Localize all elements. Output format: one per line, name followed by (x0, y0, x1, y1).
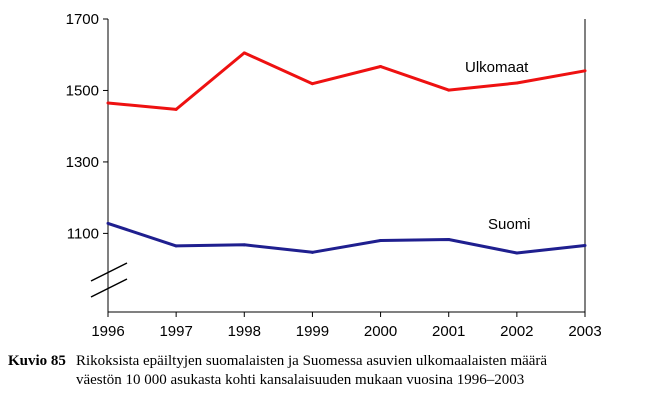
chart: 1700 1500 1300 1100 1996 1997 1998 1999 2000 200… (66, 11, 602, 340)
data-point-ulkomaat (379, 65, 383, 69)
caption-label: Kuvio 85 (8, 353, 66, 369)
x-axis-labels: 1996 1997 1998 1999 2000 2001 2002 2003 (91, 323, 601, 340)
data-point-suomi (583, 244, 587, 248)
data-point-suomi (310, 250, 314, 254)
y-tick-label: 1100 (67, 225, 99, 242)
series-lines (106, 51, 587, 255)
data-point-suomi (447, 237, 451, 241)
figure-caption: Kuvio 85 Rikoksista epäiltyjen suomalais… (8, 352, 658, 390)
x-axis-ticks (107, 312, 586, 317)
x-tick-label: 1999 (296, 323, 329, 340)
x-tick-label: 2002 (500, 323, 533, 340)
data-point-ulkomaat (515, 81, 519, 85)
x-tick-label: 2003 (568, 323, 601, 340)
axis-break-icon (90, 262, 128, 298)
data-point-suomi (515, 251, 519, 255)
data-point-suomi (242, 243, 246, 247)
data-point-suomi (106, 221, 110, 225)
y-axis-ticks (103, 18, 108, 234)
series-line-ulkomaat (107, 51, 586, 111)
series-label-suomi: Suomi (488, 216, 531, 233)
caption-text: Rikoksista epäiltyjen suomalaisten ja Su… (76, 352, 658, 390)
data-point-suomi (174, 244, 178, 248)
data-point-ulkomaat (447, 88, 451, 92)
series-label-ulkomaat: Ulkomaat (465, 59, 529, 76)
x-tick-label: 1997 (159, 323, 192, 340)
data-point-suomi (379, 239, 383, 243)
caption-line-2: väestön 10 000 asukasta kohti kansalaisu… (75, 372, 525, 388)
x-tick-label: 1998 (228, 323, 261, 340)
y-tick-label: 1500 (66, 82, 99, 99)
x-tick-label: 2000 (364, 323, 397, 340)
data-point-ulkomaat (174, 107, 178, 111)
series-line-suomi (107, 221, 586, 255)
x-tick-label: 1996 (91, 323, 124, 340)
y-tick-label: 1700 (66, 11, 99, 28)
chart-frame (107, 19, 586, 313)
y-tick-label: 1300 (66, 154, 99, 171)
data-point-ulkomaat (242, 51, 246, 55)
caption-line-1: Rikoksista epäiltyjen suomalaisten ja Su… (75, 353, 548, 369)
y-axis-labels: 1700 1500 1300 1100 (66, 11, 99, 242)
x-tick-label: 2001 (432, 323, 465, 340)
data-point-ulkomaat (310, 82, 314, 86)
data-point-ulkomaat (583, 69, 587, 73)
data-point-ulkomaat (106, 101, 110, 105)
